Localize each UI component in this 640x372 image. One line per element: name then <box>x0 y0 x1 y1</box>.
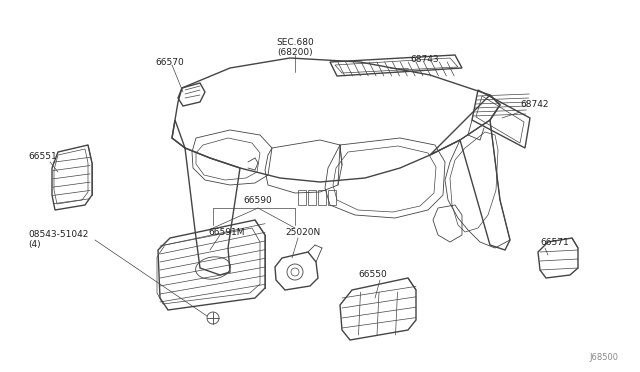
Text: 08543-51042
(4): 08543-51042 (4) <box>28 230 88 249</box>
Text: 68743: 68743 <box>410 55 438 64</box>
Text: 25020N: 25020N <box>285 228 320 237</box>
Text: 66590: 66590 <box>244 196 273 205</box>
Text: 66570: 66570 <box>155 58 184 67</box>
Text: 66591M: 66591M <box>208 228 244 237</box>
Text: 68742: 68742 <box>520 100 548 109</box>
Text: 66571: 66571 <box>540 238 569 247</box>
Text: SEC.680
(68200): SEC.680 (68200) <box>276 38 314 57</box>
Text: J68500: J68500 <box>589 353 618 362</box>
Text: 66551: 66551 <box>28 152 57 161</box>
Text: 66550: 66550 <box>358 270 387 279</box>
